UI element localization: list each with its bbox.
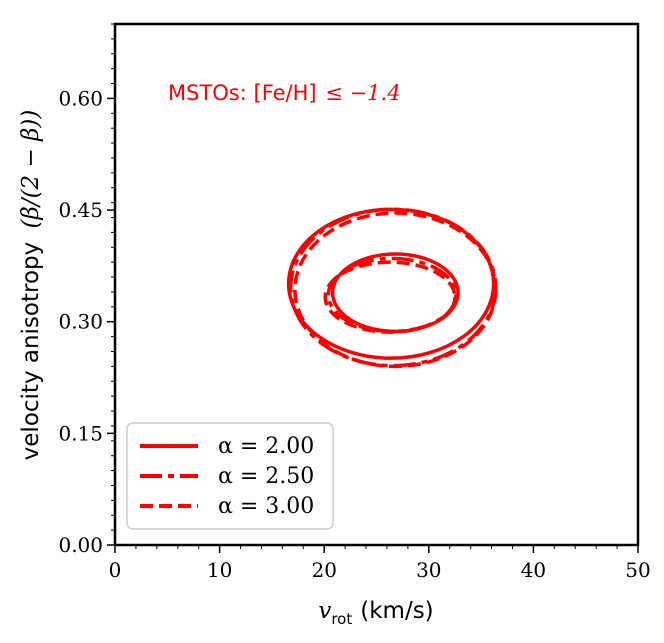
legend-label-alpha-2: α = 2.00 [218, 434, 314, 459]
contour-solid-inner [330, 252, 460, 334]
legend-label-alpha-2-5: α = 2.50 [218, 464, 314, 489]
y-tick-label: 0.30 [58, 310, 103, 334]
x-axis-ticks: 0 10 20 30 40 50 [109, 545, 651, 582]
x-tick-label: 20 [311, 558, 336, 582]
annotation-label: MSTOs: [Fe/H] ≤ −1.4 [168, 81, 401, 105]
y-tick-label: 0.00 [58, 533, 103, 557]
contour-dashed-inner [323, 260, 457, 334]
y-tick-label: 0.15 [58, 421, 103, 445]
y-axis-label: velocity anisotropy (β/(2 − β)) [18, 110, 44, 461]
x-tick-label: 0 [109, 558, 122, 582]
plot-frame [113, 22, 640, 547]
x-tick-label: 40 [521, 558, 546, 582]
x-tick-label: 50 [625, 558, 650, 582]
legend-label-alpha-3: α = 3.00 [218, 494, 314, 519]
contour-group [286, 207, 498, 369]
y-tick-label: 0.60 [58, 86, 103, 110]
legend: α = 2.00 α = 2.50 α = 3.00 [126, 422, 334, 530]
contour-solid-outer [286, 207, 496, 360]
y-tick-label: 0.45 [58, 198, 103, 222]
x-axis-label: vrot (km/s) [318, 598, 433, 628]
legend-box [126, 422, 334, 530]
contour-dashed-outer [293, 211, 498, 369]
y-axis-ticks: 0.00 0.15 0.30 0.45 0.60 [58, 23, 115, 557]
x-tick-label: 30 [416, 558, 441, 582]
x-tick-label: 10 [207, 558, 232, 582]
